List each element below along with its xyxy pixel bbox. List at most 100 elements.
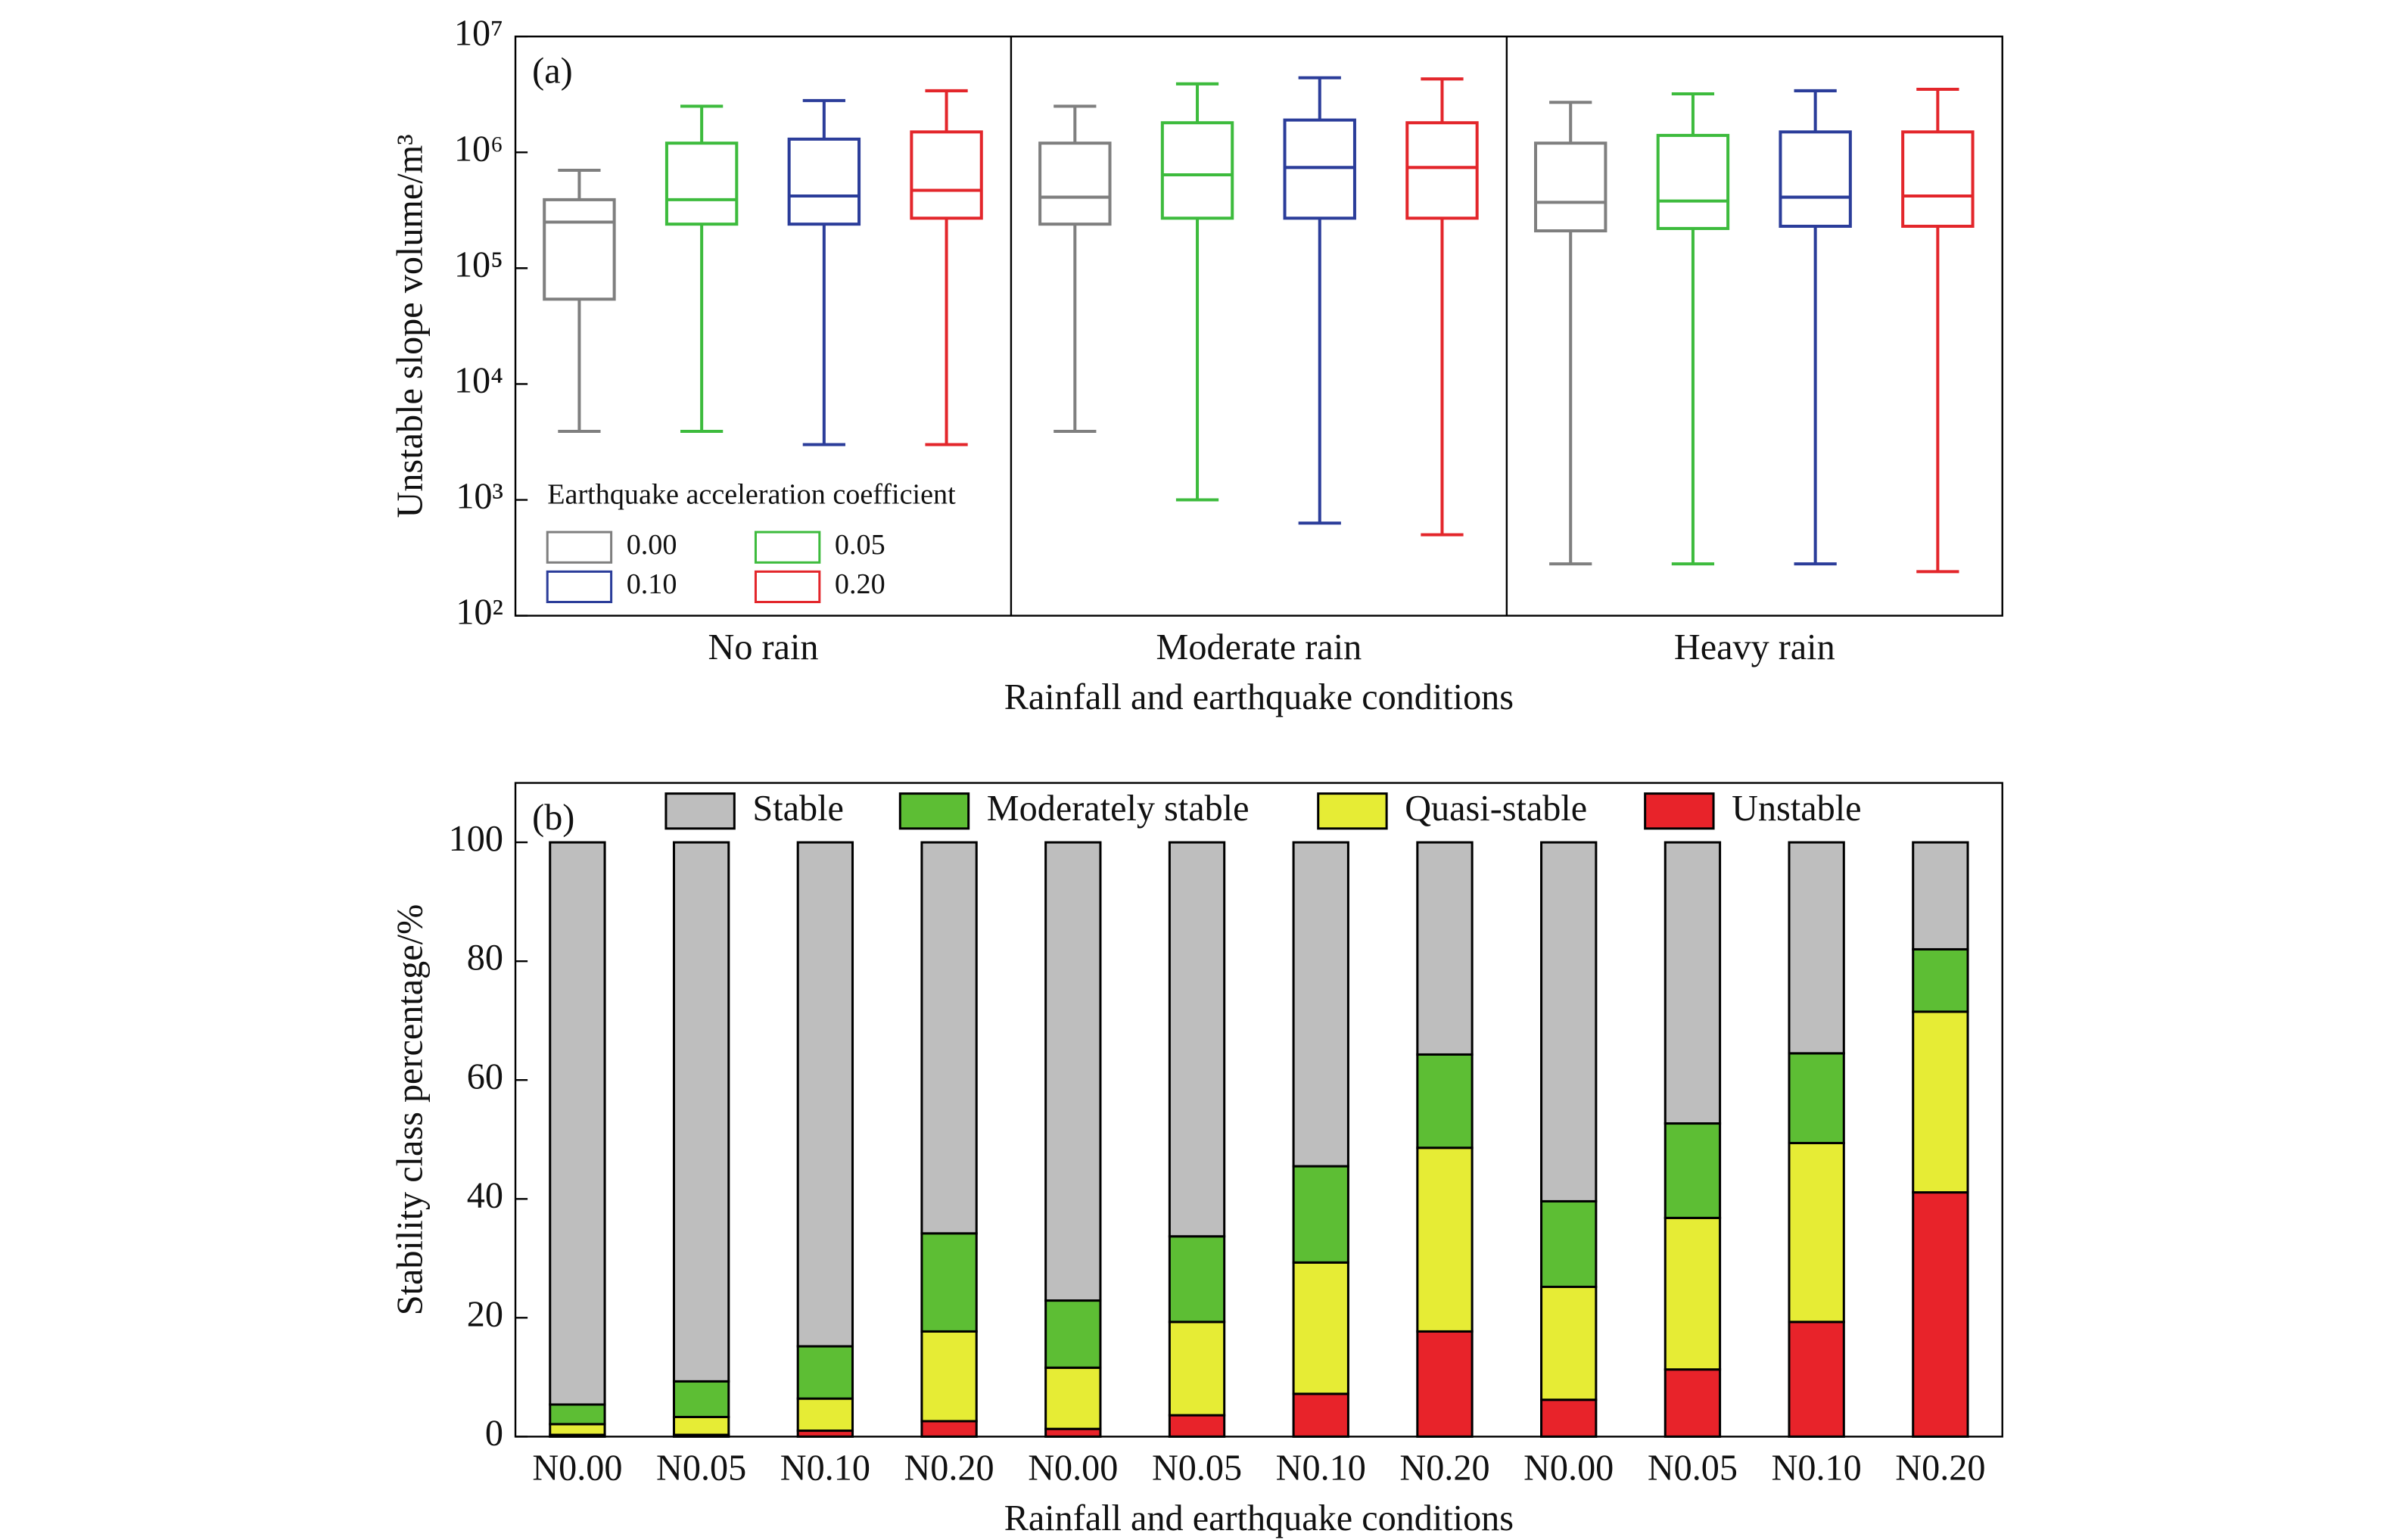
legend-label: 0.20 bbox=[835, 568, 885, 600]
y-tick-label: 40 bbox=[467, 1175, 503, 1215]
bar-segment bbox=[1664, 1122, 1722, 1219]
whisker-low bbox=[1549, 231, 1592, 566]
whisker-low bbox=[680, 224, 724, 434]
box bbox=[1283, 118, 1356, 220]
y-tick-label: 10⁷ bbox=[454, 13, 503, 53]
y-tick-label: 10⁶ bbox=[454, 129, 503, 169]
whisker-low bbox=[1916, 226, 1959, 574]
bar-segment bbox=[1788, 1052, 1845, 1144]
x-tick-label: No rain bbox=[708, 627, 819, 667]
bar-segment bbox=[1292, 1392, 1349, 1438]
y-axis-title: Unstable slope volume/m³ bbox=[391, 134, 431, 518]
bar-segment bbox=[1416, 1053, 1474, 1150]
bar-segment bbox=[1912, 841, 1969, 950]
bar-segment bbox=[920, 841, 978, 1235]
bar-segment bbox=[1540, 1199, 1598, 1289]
x-tick-label: N0.20 bbox=[1895, 1448, 1985, 1489]
bar-segment bbox=[920, 1420, 978, 1438]
legend-swatch bbox=[1317, 792, 1388, 830]
box bbox=[1160, 121, 1234, 220]
bar-segment bbox=[1416, 1146, 1474, 1333]
whisker-high bbox=[1298, 76, 1341, 120]
whisker-high bbox=[558, 168, 601, 200]
bar-segment bbox=[920, 1232, 978, 1333]
bar-segment bbox=[796, 841, 854, 1348]
bar-segment bbox=[1912, 1010, 1969, 1194]
bar-segment bbox=[1292, 1165, 1349, 1264]
x-tick-label: N0.05 bbox=[656, 1448, 746, 1489]
y-tick-label: 10² bbox=[456, 593, 503, 633]
legend-title: Earthquake acceleration coefficient bbox=[547, 479, 956, 511]
plot-frame bbox=[514, 782, 2003, 1438]
y-tick-label: 10⁴ bbox=[454, 361, 503, 401]
bar-segment bbox=[1664, 841, 1722, 1125]
y-tick-label: 80 bbox=[467, 938, 503, 978]
x-tick-label: N0.20 bbox=[904, 1448, 994, 1489]
x-tick-label: N0.00 bbox=[1028, 1448, 1118, 1489]
y-tick-label: 60 bbox=[467, 1056, 503, 1097]
bar-segment bbox=[1912, 1191, 1969, 1438]
whisker-low bbox=[925, 218, 968, 446]
whisker-high bbox=[1916, 87, 1959, 132]
bar-segment bbox=[549, 1403, 606, 1426]
bar-segment bbox=[1044, 1366, 1102, 1430]
box bbox=[910, 130, 983, 220]
bar-segment bbox=[796, 1397, 854, 1433]
bar-segment bbox=[796, 1345, 854, 1400]
bar-segment bbox=[1788, 1141, 1845, 1324]
x-tick-label: Heavy rain bbox=[1674, 627, 1835, 667]
x-tick-label: N0.10 bbox=[1772, 1448, 1862, 1489]
legend-label: 0.00 bbox=[627, 529, 677, 561]
bar-segment bbox=[920, 1330, 978, 1423]
whisker-high bbox=[1794, 89, 1837, 132]
panel-label: (b) bbox=[532, 798, 574, 838]
bar-segment bbox=[1292, 1261, 1349, 1395]
legend-label: 0.10 bbox=[627, 568, 677, 600]
whisker-low bbox=[1421, 218, 1464, 537]
whisker-low bbox=[558, 299, 601, 434]
whisker-high bbox=[802, 98, 845, 139]
legend-swatch bbox=[546, 530, 613, 564]
box bbox=[1405, 121, 1479, 220]
box bbox=[787, 137, 861, 226]
y-tick-label: 20 bbox=[467, 1294, 503, 1334]
legend-label: Quasi-stable bbox=[1405, 789, 1587, 829]
box bbox=[543, 198, 616, 301]
whisker-low bbox=[802, 224, 845, 446]
bar-segment bbox=[1168, 1414, 1226, 1438]
legend-label: Moderately stable bbox=[987, 789, 1250, 829]
whisker-high bbox=[1549, 101, 1592, 144]
bar-segment bbox=[1292, 841, 1349, 1168]
x-tick-label: N0.00 bbox=[1523, 1448, 1614, 1489]
box bbox=[1533, 142, 1607, 233]
bar-segment bbox=[672, 1380, 730, 1418]
box bbox=[1779, 130, 1852, 229]
whisker-high bbox=[925, 89, 968, 132]
bar-segment bbox=[1788, 1321, 1845, 1438]
bar-segment bbox=[549, 841, 606, 1406]
y-tick-label: 0 bbox=[485, 1413, 503, 1453]
legend-swatch bbox=[1644, 792, 1715, 830]
whisker-low bbox=[1175, 218, 1219, 502]
bar-segment bbox=[1044, 1299, 1102, 1369]
y-tick-label: 10³ bbox=[456, 477, 503, 517]
whisker-low bbox=[1794, 226, 1837, 566]
legend-label: Unstable bbox=[1732, 789, 1861, 829]
legend-swatch bbox=[754, 530, 821, 564]
box bbox=[1038, 142, 1112, 226]
bar-segment bbox=[1416, 1330, 1474, 1438]
legend-label: Stable bbox=[752, 789, 843, 829]
whisker-low bbox=[1054, 224, 1097, 434]
y-tick-label: 10⁵ bbox=[454, 244, 503, 285]
x-tick-label: Moderate rain bbox=[1156, 627, 1362, 667]
bar-segment bbox=[1044, 1427, 1102, 1438]
bar-segment bbox=[1664, 1216, 1722, 1371]
y-tick-label: 100 bbox=[449, 819, 503, 859]
whisker-high bbox=[680, 104, 724, 144]
bar-segment bbox=[1416, 841, 1474, 1056]
bar-segment bbox=[1044, 841, 1102, 1302]
x-axis-title: Rainfall and earthquake conditions bbox=[1004, 677, 1514, 717]
x-tick-label: N0.05 bbox=[1648, 1448, 1738, 1489]
bar-segment bbox=[1540, 1285, 1598, 1402]
